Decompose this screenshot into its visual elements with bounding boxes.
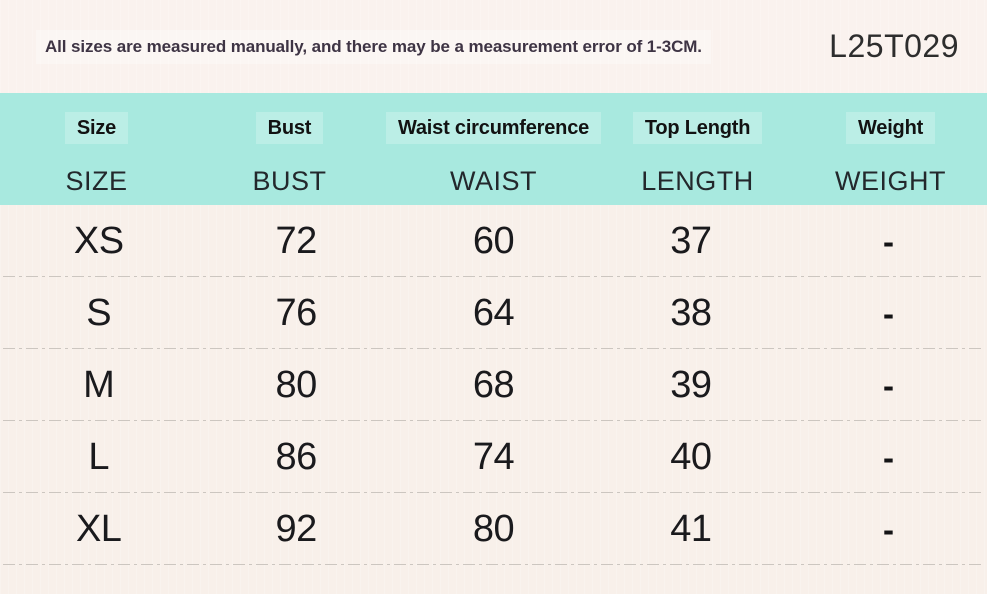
cell-waist: 64 (472, 292, 515, 334)
measurement-disclaimer: All sizes are measured manually, and the… (36, 29, 711, 64)
table-body: XS 72 60 37 - S 76 64 38 - M 80 68 39 - … (0, 205, 987, 565)
table-row: S 76 64 38 - (0, 277, 987, 349)
topbar: All sizes are measured manually, and the… (0, 0, 987, 93)
column-sublabel-size: SIZE (65, 165, 128, 196)
table-row: L 86 74 40 - (0, 421, 987, 493)
cell-bust: 92 (275, 508, 317, 550)
cell-size: S (86, 292, 112, 334)
table-row: XS 72 60 37 - (0, 205, 987, 277)
column-sublabel-bust: BUST (252, 165, 327, 196)
cell-size: XS (73, 220, 124, 262)
column-header-weight: Weight WEIGHT (794, 93, 987, 205)
cell-weight: - (883, 222, 894, 260)
cell-size: XL (75, 508, 122, 550)
cell-weight: - (883, 366, 894, 404)
cell-size: L (88, 436, 110, 478)
cell-weight: - (883, 510, 894, 548)
cell-bust: 80 (275, 364, 317, 406)
column-label-waist: Waist circumference (385, 111, 602, 144)
table-row: XL 92 80 41 - (0, 493, 987, 565)
column-header-length: Top Length LENGTH (601, 93, 794, 205)
cell-bust: 76 (275, 292, 317, 334)
cell-bust: 72 (275, 220, 317, 262)
column-sublabel-weight: WEIGHT (835, 165, 946, 196)
table-row: M 80 68 39 - (0, 349, 987, 421)
column-header-waist: Waist circumference WAIST (385, 93, 602, 205)
cell-weight: - (883, 438, 894, 476)
column-label-bust: Bust (255, 111, 324, 144)
cell-waist: 68 (472, 364, 515, 406)
cell-length: 41 (670, 508, 712, 550)
column-sublabel-length: LENGTH (641, 165, 754, 196)
cell-length: 39 (670, 364, 712, 406)
column-sublabel-waist: WAIST (450, 165, 537, 196)
cell-size: M (83, 364, 115, 406)
cell-length: 40 (670, 436, 712, 478)
column-label-length: Top Length (632, 111, 763, 144)
cell-length: 38 (670, 292, 712, 334)
product-code: L25T029 (829, 28, 959, 64)
cell-length: 37 (670, 220, 712, 262)
column-header-bust: Bust BUST (193, 93, 386, 205)
column-header-size: Size SIZE (0, 93, 193, 205)
cell-bust: 86 (275, 436, 317, 478)
cell-weight: - (883, 294, 894, 332)
cell-waist: 74 (472, 436, 515, 478)
cell-waist: 80 (472, 508, 515, 550)
column-label-size: Size (64, 111, 129, 144)
table-header: Size SIZE Bust BUST Waist circumference … (0, 93, 987, 205)
column-label-weight: Weight (845, 111, 936, 144)
cell-waist: 60 (472, 220, 515, 262)
